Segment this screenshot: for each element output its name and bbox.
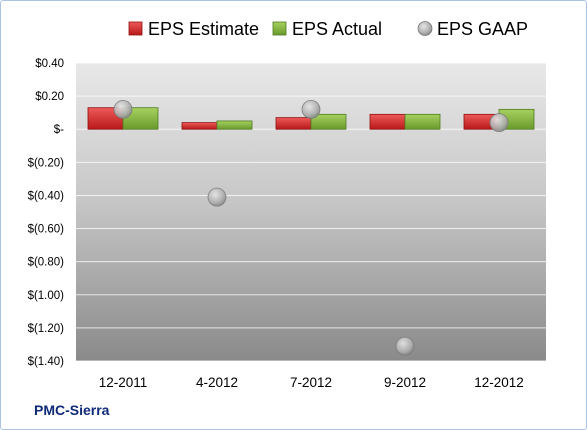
legend-label: EPS GAAP (437, 19, 528, 39)
x-axis: 12-2011 4-2012 7-2012 9-2012 12-2012 (99, 375, 524, 390)
eps-gaap-point (113, 99, 133, 119)
eps-gaap-point (207, 187, 227, 207)
y-tick-label: $- (54, 124, 64, 136)
eps-gaap-point (489, 113, 509, 132)
y-axis: $0.40 $0.20 $- $(0.20) $(0.40) $(0.60) $(0.80)… (28, 58, 65, 368)
eps-chart: EPS Estimate EPS Actual EPS GAAP $0.40 $0.2… (28, 19, 546, 390)
x-tick-label: 7-2012 (290, 375, 332, 390)
legend: EPS Estimate EPS Actual EPS GAAP (128, 19, 528, 39)
eps-estimate-bar (275, 117, 312, 130)
eps-gaap-point (395, 336, 415, 356)
y-tick-label: $(1.00) (28, 290, 65, 302)
y-tick-label: $0.20 (35, 91, 64, 103)
x-tick-label: 9-2012 (384, 375, 426, 390)
eps-gaap-legend-swatch (417, 21, 433, 36)
x-tick-label: 12-2011 (99, 375, 148, 390)
x-tick-label: 12-2012 (474, 375, 524, 390)
legend-label: EPS Actual (292, 19, 382, 39)
y-tick-label: $(0.80) (28, 257, 65, 269)
eps-actual-bar (310, 113, 347, 130)
eps-estimate-bar (181, 122, 218, 130)
gaap-points (113, 99, 509, 356)
eps-actual-bar (216, 120, 253, 130)
y-tick-label: $(0.60) (28, 224, 65, 236)
eps-gaap-point (301, 99, 321, 119)
y-tick-label: $(0.40) (28, 190, 65, 202)
eps-estimate-legend-swatch (128, 21, 143, 36)
eps-actual-legend-swatch (272, 21, 287, 36)
y-tick-label: $0.40 (35, 58, 64, 70)
y-tick-label: $(1.20) (28, 323, 65, 335)
y-tick-label: $(0.20) (28, 157, 65, 169)
eps-estimate-bar (369, 113, 406, 130)
company-name: PMC-Sierra (34, 402, 110, 418)
eps-actual-bar (404, 113, 441, 130)
legend-label: EPS Estimate (148, 19, 259, 39)
x-tick-label: 4-2012 (196, 375, 238, 390)
y-tick-label: $(1.40) (28, 356, 65, 368)
